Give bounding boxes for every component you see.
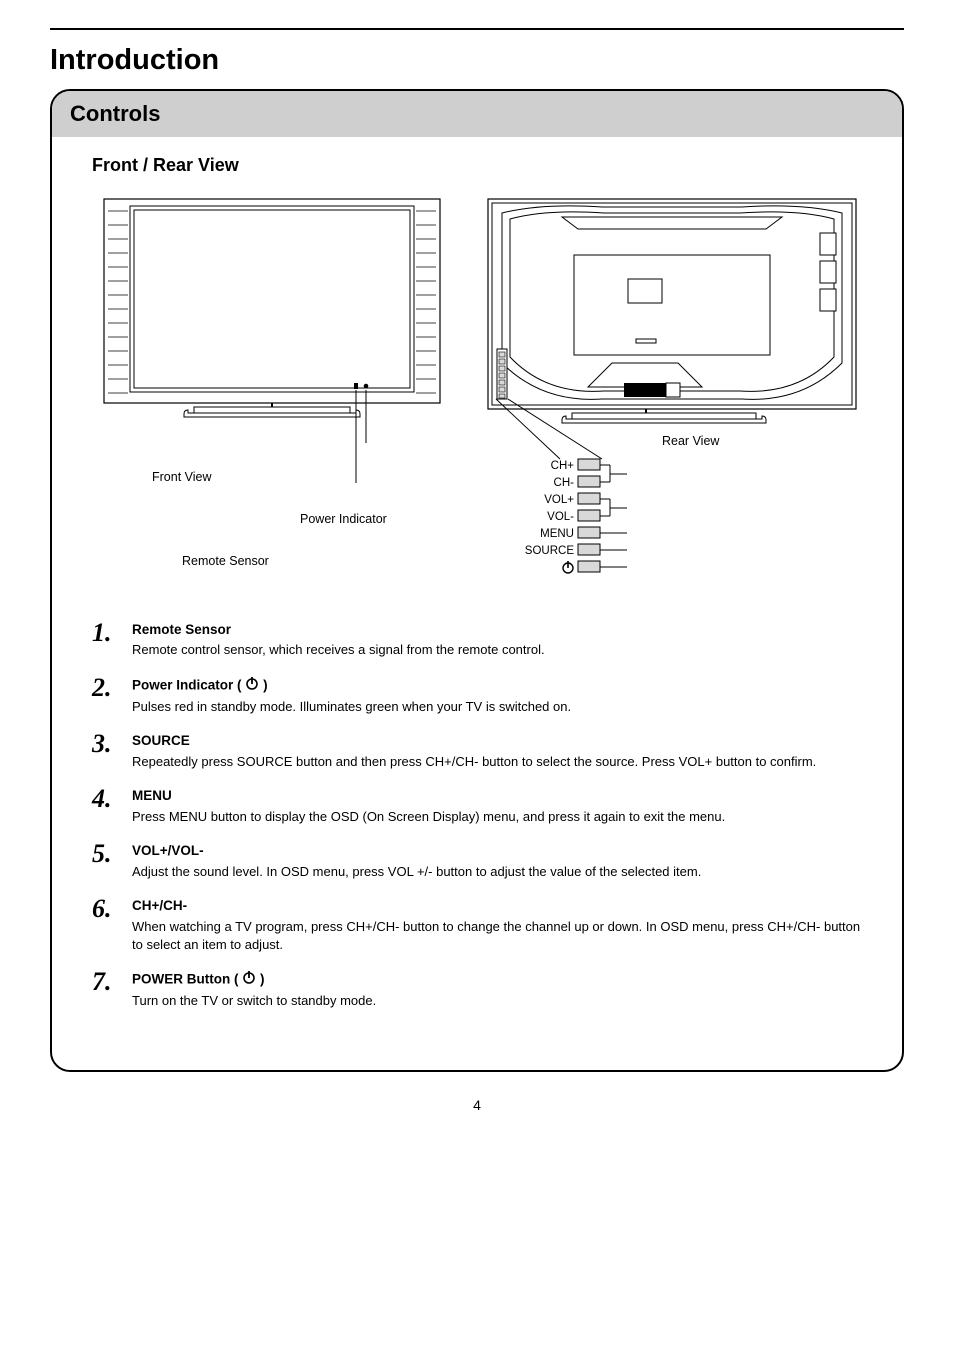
power-icon	[242, 970, 256, 990]
rear-view-caption: Rear View	[662, 434, 720, 448]
def-term-5: 5. VOL+/VOL-	[92, 842, 862, 861]
callout-power-indicator: Power Indicator	[300, 511, 387, 529]
def-term-1: 1. Remote Sensor	[92, 621, 862, 640]
rear-view-figure: CH+ CH- VOL+ VOL- MENU SOURCE Rear View	[482, 193, 862, 593]
page-heading: Introduction	[50, 40, 904, 81]
def-body-1: Remote control sensor, which receives a …	[92, 641, 862, 659]
tv-rear-svg: CH+ CH- VOL+ VOL- MENU SOURCE Rear View	[482, 193, 862, 593]
btn-label-ch-minus: CH-	[554, 477, 575, 489]
def-body-7: Turn on the TV or switch to standby mode…	[92, 992, 862, 1010]
power-icon	[563, 561, 573, 573]
callout-remote-sensor: Remote Sensor	[182, 553, 269, 571]
tv-front-svg	[92, 193, 452, 483]
btn-label-ch-plus: CH+	[551, 460, 575, 472]
def-body-3: Repeatedly press SOURCE button and then …	[92, 753, 862, 771]
rear-button-strip	[497, 349, 507, 399]
def-term-2: 2. Power Indicator ( )	[92, 676, 862, 696]
def-body-4: Press MENU button to display the OSD (On…	[92, 808, 862, 826]
front-view-caption: Front View	[152, 469, 212, 487]
btn-label-vol-plus: VOL+	[544, 494, 574, 506]
controls-card: Controls Front / Rear View	[50, 89, 904, 1073]
remote-sensor-mark	[354, 383, 358, 389]
power-icon	[245, 676, 259, 696]
card-title: Controls	[52, 91, 902, 138]
def-term-3: 3. SOURCE	[92, 732, 862, 751]
definitions-list: 1. Remote Sensor Remote control sensor, …	[92, 621, 862, 1011]
page-number: 4	[50, 1096, 904, 1116]
power-indicator-mark	[364, 383, 369, 388]
def-term-6: 6. CH+/CH-	[92, 897, 862, 916]
btn-label-menu: MENU	[540, 528, 574, 540]
def-term-4: 4. MENU	[92, 787, 862, 806]
def-body-6: When watching a TV program, press CH+/CH…	[92, 918, 862, 954]
btn-label-source: SOURCE	[525, 545, 575, 557]
def-term-7: 7. POWER Button ( )	[92, 970, 862, 990]
card-subtitle: Front / Rear View	[92, 153, 862, 178]
def-body-2: Pulses red in standby mode. Illuminates …	[92, 698, 862, 716]
front-view-figure: Front View Power Indicator Remote Sensor	[92, 193, 460, 553]
def-body-5: Adjust the sound level. In OSD menu, pre…	[92, 863, 862, 881]
btn-label-vol-minus: VOL-	[547, 511, 574, 523]
